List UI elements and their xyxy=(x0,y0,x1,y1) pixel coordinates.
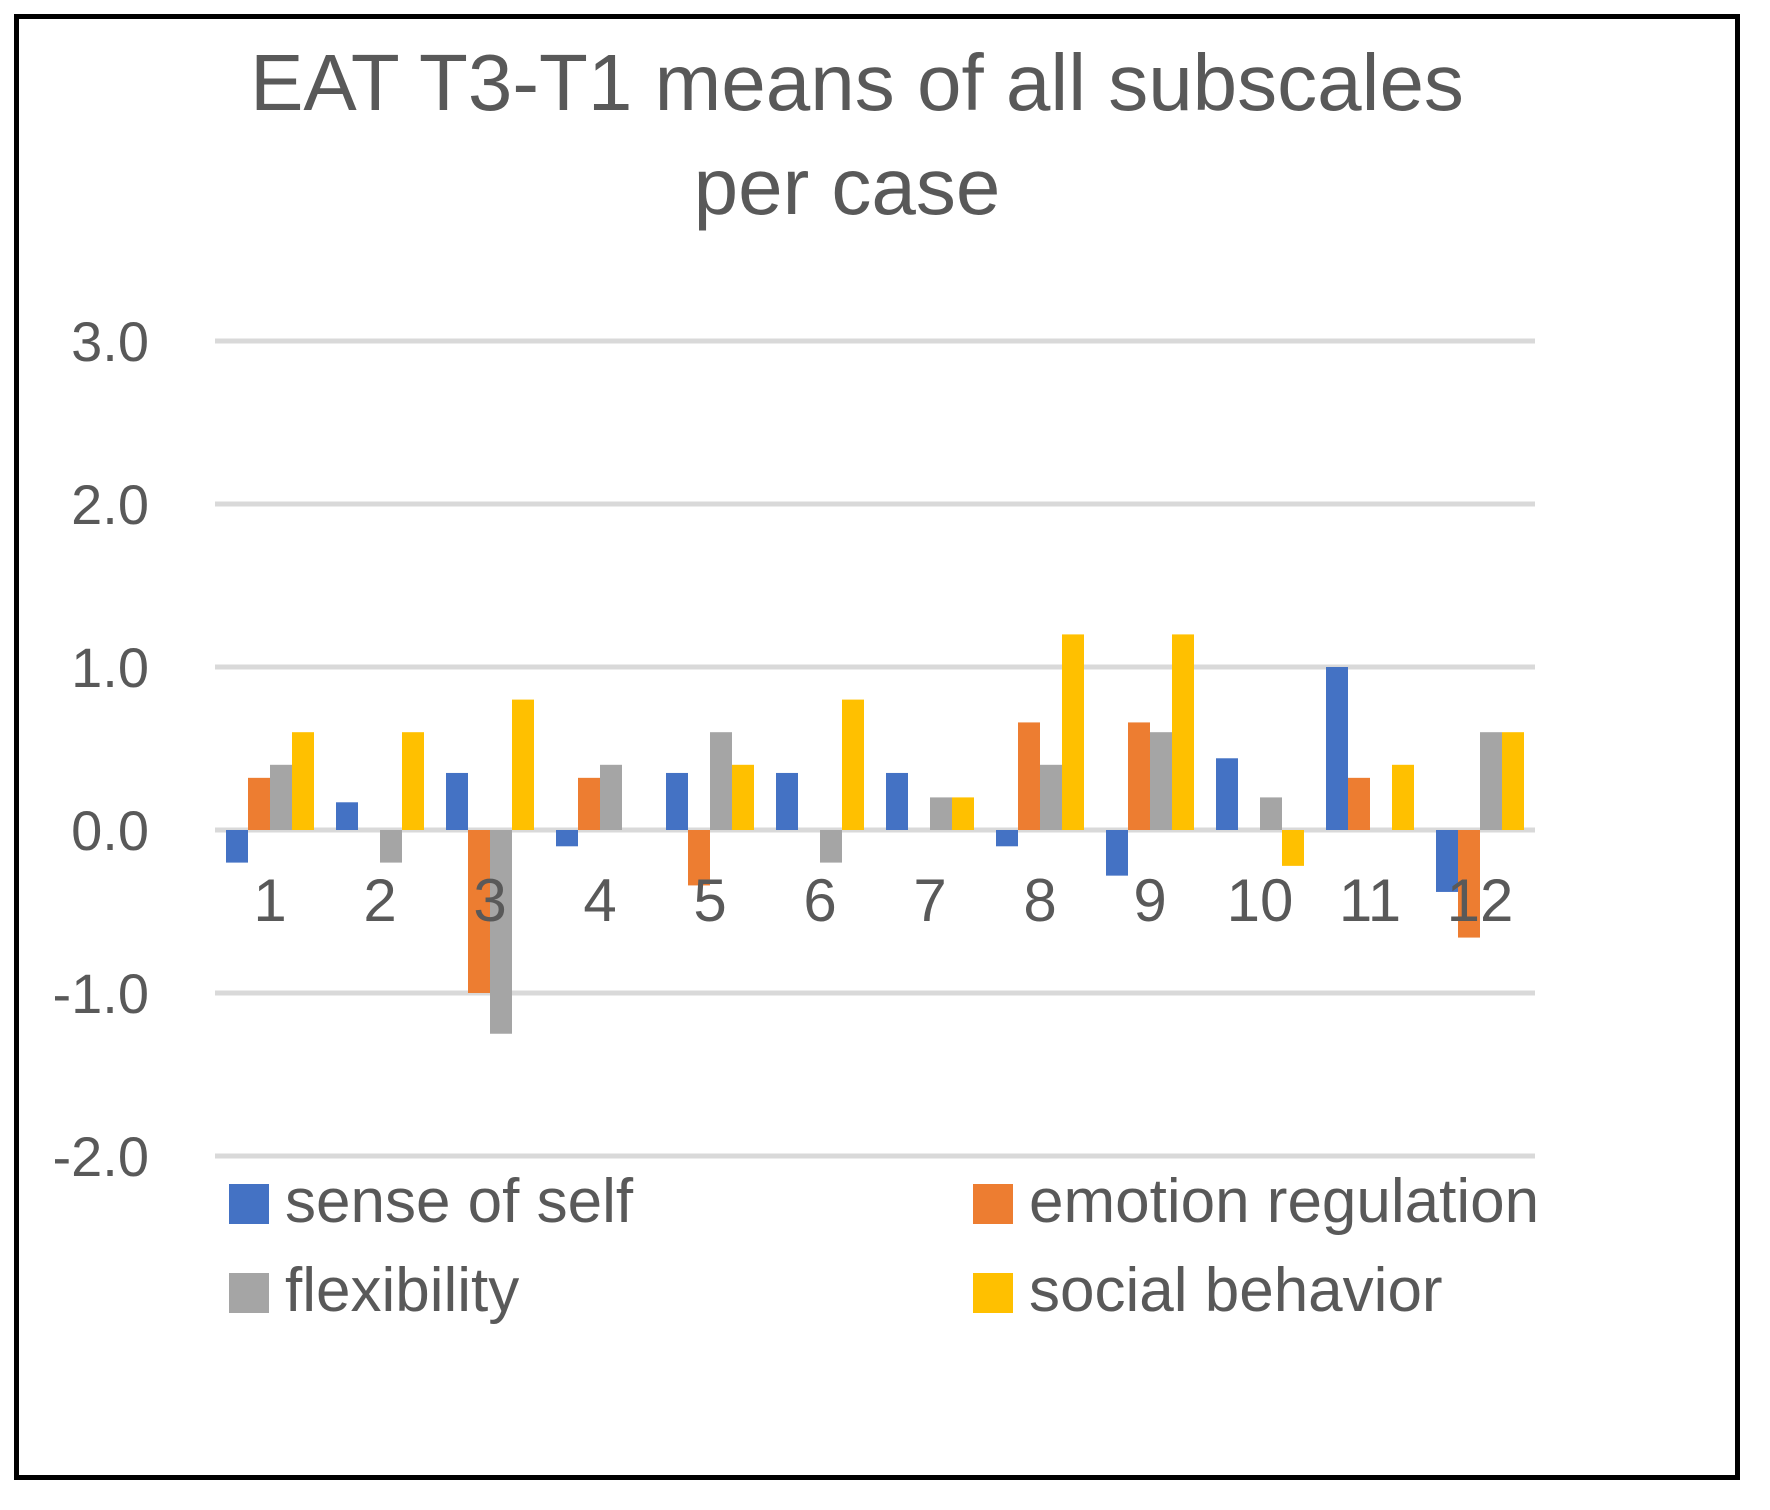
chart-title: EAT T3-T1 means of all subscales per cas… xyxy=(250,38,1464,231)
bar-case-9-social-behavior xyxy=(1172,634,1194,830)
bar-case-1-social-behavior xyxy=(292,732,314,830)
y-tick-label: -1.0 xyxy=(53,962,150,1025)
x-category-label: 10 xyxy=(1227,867,1294,934)
bar-case-12-social-behavior xyxy=(1502,732,1524,830)
bar-case-3-emotion-regulation xyxy=(468,830,490,993)
legend: sense of self emotion regulation flexibili… xyxy=(229,1167,1539,1325)
bar-case-5-flexibility xyxy=(710,732,732,830)
bar-case-3-sense-of-self xyxy=(446,772,468,830)
legend-swatch xyxy=(973,1273,1013,1313)
bar-case-6-flexibility xyxy=(820,830,842,863)
bar-case-6-social-behavior xyxy=(842,699,864,830)
x-category-label: 1 xyxy=(253,867,286,934)
bar-case-10-sense-of-self xyxy=(1216,758,1238,830)
bar-case-9-flexibility xyxy=(1150,732,1172,830)
bar-case-2-social-behavior xyxy=(402,732,424,830)
chart-title-line-2: per case xyxy=(694,142,1001,231)
bar-case-8-sense-of-self xyxy=(996,830,1018,847)
x-axis-labels: 1 2 3 4 5 6 7 8 9 10 11 12 xyxy=(253,867,1513,934)
bar-case-3-social-behavior xyxy=(512,699,534,830)
bar-case-1-flexibility xyxy=(270,764,292,830)
bar-case-1-emotion-regulation xyxy=(248,777,270,830)
legend-label: flexibility xyxy=(285,1256,519,1325)
x-category-label: 5 xyxy=(693,867,726,934)
y-tick-label: 2.0 xyxy=(71,473,149,536)
x-category-label: 7 xyxy=(913,867,946,934)
x-category-label: 2 xyxy=(363,867,396,934)
bar-case-8-emotion-regulation xyxy=(1018,722,1040,830)
bar-case-7-flexibility xyxy=(930,797,952,830)
bar-case-8-social-behavior xyxy=(1062,634,1084,830)
y-tick-label: 1.0 xyxy=(71,636,149,699)
bar-case-6-sense-of-self xyxy=(776,772,798,830)
chart-frame: EAT T3-T1 means of all subscales per cas… xyxy=(14,14,1740,1480)
gridlines xyxy=(215,338,1535,1159)
x-category-label: 4 xyxy=(583,867,616,934)
bar-case-9-sense-of-self xyxy=(1106,830,1128,876)
bar-case-11-social-behavior xyxy=(1392,764,1414,830)
bar-case-5-social-behavior xyxy=(732,764,754,830)
x-category-label: 3 xyxy=(473,867,506,934)
bar-case-12-sense-of-self xyxy=(1436,830,1458,892)
bar-case-12-emotion-regulation xyxy=(1458,830,1480,938)
chart-title-line-1: EAT T3-T1 means of all subscales xyxy=(250,38,1464,127)
legend-label: social behavior xyxy=(1029,1256,1443,1325)
bar-case-2-sense-of-self xyxy=(336,802,358,830)
legend-swatch xyxy=(229,1184,269,1224)
bars xyxy=(226,634,1524,1034)
bar-case-5-emotion-regulation xyxy=(688,830,710,886)
x-category-label: 6 xyxy=(803,867,836,934)
bar-case-12-flexibility xyxy=(1480,732,1502,830)
bar-case-4-sense-of-self xyxy=(556,830,578,847)
legend-item: social behavior xyxy=(973,1256,1443,1325)
x-category-label: 8 xyxy=(1023,867,1056,934)
x-category-label: 11 xyxy=(1339,867,1401,934)
bar-case-4-emotion-regulation xyxy=(578,777,600,830)
bar-case-5-sense-of-self xyxy=(666,772,688,830)
y-tick-label: 3.0 xyxy=(71,310,149,373)
bar-chart: EAT T3-T1 means of all subscales per cas… xyxy=(53,38,1540,1325)
bar-case-2-flexibility xyxy=(380,830,402,863)
bar-case-7-social-behavior xyxy=(952,797,974,830)
bar-case-1-sense-of-self xyxy=(226,830,248,863)
legend-label: sense of self xyxy=(285,1167,634,1236)
bar-case-11-sense-of-self xyxy=(1326,667,1348,830)
y-tick-label: -2.0 xyxy=(53,1125,150,1188)
bar-case-8-flexibility xyxy=(1040,764,1062,830)
y-axis-labels: 3.0 2.0 1.0 0.0 -1.0 -2.0 xyxy=(53,310,150,1188)
bar-case-3-flexibility xyxy=(490,830,512,1034)
x-category-label: 9 xyxy=(1133,867,1166,934)
x-category-label: 12 xyxy=(1447,867,1514,934)
bar-case-7-sense-of-self xyxy=(886,772,908,830)
legend-swatch xyxy=(229,1273,269,1313)
y-tick-label: 0.0 xyxy=(71,799,149,862)
legend-item: sense of self xyxy=(229,1167,634,1236)
bar-case-10-flexibility xyxy=(1260,797,1282,830)
bar-case-9-emotion-regulation xyxy=(1128,722,1150,830)
bar-case-4-flexibility xyxy=(600,764,622,830)
bar-case-11-emotion-regulation xyxy=(1348,777,1370,830)
legend-label: emotion regulation xyxy=(1029,1167,1539,1236)
legend-item: flexibility xyxy=(229,1256,519,1325)
legend-item: emotion regulation xyxy=(973,1167,1539,1236)
legend-swatch xyxy=(973,1184,1013,1224)
bar-case-10-social-behavior xyxy=(1282,830,1304,866)
